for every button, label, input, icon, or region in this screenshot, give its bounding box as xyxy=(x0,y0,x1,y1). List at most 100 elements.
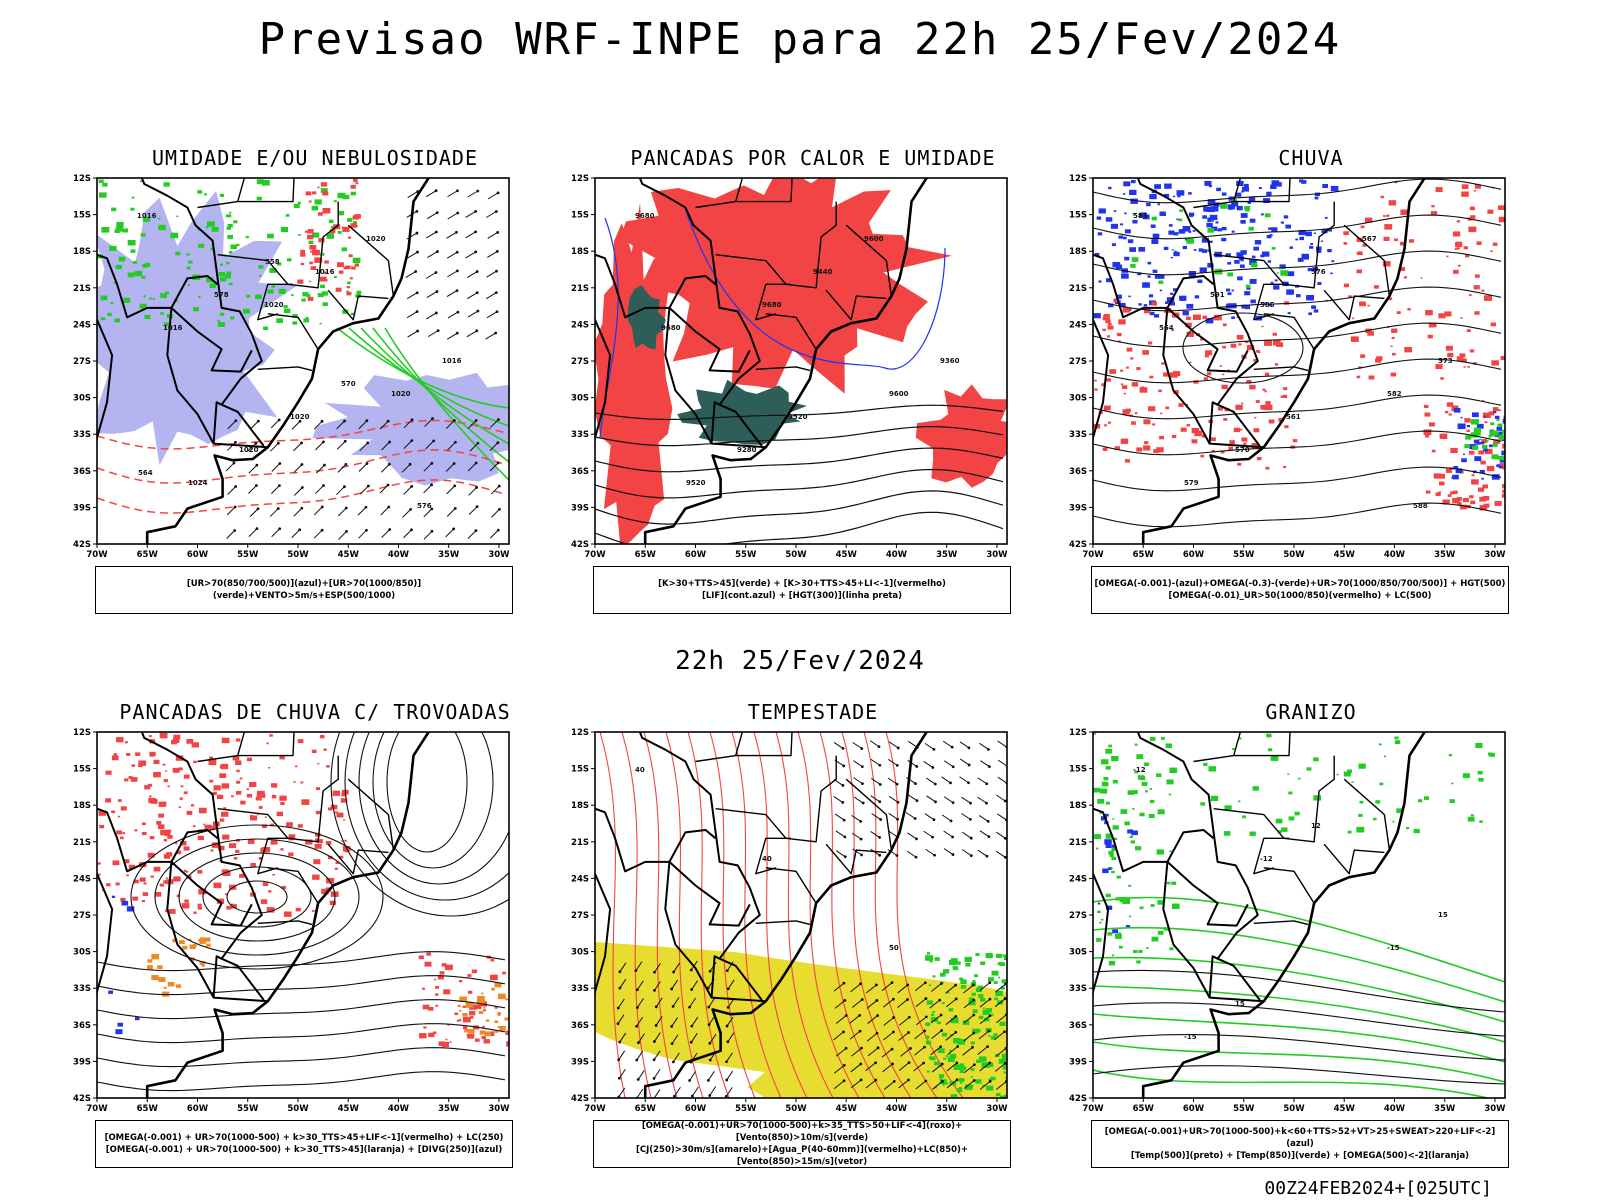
thickness-dashed-contour xyxy=(97,419,506,450)
state-border xyxy=(755,837,791,875)
legend-box: [OMEGA(-0.001)-(azul)+OMEGA(-0.3)-(verde… xyxy=(1091,566,1509,614)
map-plot: -12 -12 -15 -15 12 15 15 12S 15S 18S 21S 24S 27S 30S 3… xyxy=(1069,728,1506,1114)
coastline xyxy=(1141,732,1427,1098)
lat-label: 12S xyxy=(571,728,589,738)
country-border xyxy=(1166,307,1249,373)
country-border xyxy=(668,861,751,927)
water-red-contour xyxy=(819,732,886,1098)
rain-blue-area xyxy=(1093,179,1339,324)
temp850-green-contours xyxy=(1200,733,1495,836)
country-border xyxy=(1103,732,1261,1001)
main-title: Previsao WRF-INPE para 22h 25/Fev/2024 xyxy=(258,14,1342,65)
state-border xyxy=(1213,755,1335,843)
lat-label: 39S xyxy=(73,503,91,513)
contour-label: 1020 xyxy=(366,235,386,243)
lat-label: 15S xyxy=(73,765,91,775)
lat-label: 42S xyxy=(571,540,589,550)
streamline xyxy=(1093,502,1502,528)
country-border xyxy=(1208,955,1264,1003)
lon-label: 55W xyxy=(1233,1104,1255,1114)
panel-umidade: UMIDADE E/OU NEBULOSIDADE 1016 1020 1020 10… xyxy=(70,146,560,626)
state-border xyxy=(237,732,246,756)
lat-label: 33S xyxy=(571,984,589,994)
lat-label: 21S xyxy=(73,838,91,848)
streamline xyxy=(97,951,506,972)
state-border xyxy=(735,178,744,202)
lon-label: 35W xyxy=(1434,550,1456,560)
lon-label: 50W xyxy=(785,1104,807,1114)
legend-line: [OMEGA(-0.001) + UR>70(1000-500) + k>30_… xyxy=(105,1145,503,1155)
lat-label: 36S xyxy=(571,467,589,477)
contour-label: 40 xyxy=(635,766,645,774)
country-border xyxy=(1093,873,1110,1001)
lat-label: 24S xyxy=(73,874,91,884)
country-border xyxy=(1166,829,1215,863)
lat-label: 27S xyxy=(1069,357,1087,367)
map-layers: 1016 1020 1020 1024 1016 1016 1020 1020 1016 1020… xyxy=(97,178,509,544)
contour-label: 1016 xyxy=(315,268,335,276)
state-border xyxy=(327,843,389,875)
state-border xyxy=(197,178,295,209)
coastline xyxy=(643,178,929,544)
contour-label: 1016 xyxy=(137,212,157,220)
contour-label: 15 xyxy=(1235,1000,1245,1008)
map-layers xyxy=(97,732,509,1098)
state-border xyxy=(845,778,893,851)
country-border xyxy=(1093,319,1110,447)
contour-label: 9680 xyxy=(762,301,782,309)
lon-label: 60W xyxy=(1183,550,1205,560)
state-border xyxy=(695,178,793,209)
streamline xyxy=(1093,178,1502,204)
lon-label: 40W xyxy=(1384,550,1406,560)
water-red-contour xyxy=(687,732,730,1098)
panel-title: UMIDADE E/OU NEBULOSIDADE xyxy=(151,146,479,170)
lat-label: 24S xyxy=(1069,874,1087,884)
country-border xyxy=(107,732,265,1001)
lon-label: 35W xyxy=(438,550,460,560)
contour-label: 573 xyxy=(1438,357,1453,365)
state-border xyxy=(755,283,791,321)
state-border xyxy=(1193,178,1291,209)
temp500-contour xyxy=(1093,1002,1505,1037)
lat-label: 27S xyxy=(73,911,91,921)
lon-label: 30W xyxy=(986,1104,1008,1114)
lif-blue-contour xyxy=(684,207,946,370)
temp850-green-contours xyxy=(1093,956,1505,1023)
lon-label: 30W xyxy=(986,550,1008,560)
water-red-contour xyxy=(731,732,782,1098)
thickness-dashed-contour xyxy=(97,479,506,514)
lat-label: 27S xyxy=(1069,911,1087,921)
state-border xyxy=(755,366,811,372)
map-plot: 9680 9680 9600 9520 9440 9360 9280 9600 9680 9520… xyxy=(571,174,1008,560)
mid-title: 22h 25/Fev/2024 xyxy=(675,646,925,676)
lat-label: 36S xyxy=(73,1021,91,1031)
country-border xyxy=(710,401,766,449)
map-layers: 9680 9680 9600 9520 9440 9360 9280 9600 9680 9520 xyxy=(595,178,1007,544)
hgt300-contour xyxy=(595,426,1004,447)
state-border xyxy=(1343,224,1391,297)
state-border xyxy=(327,289,389,321)
lat-label: 36S xyxy=(1069,1021,1087,1031)
legend-box: [UR>70(850/700/500)](azul)+[UR>70(1000/8… xyxy=(95,566,513,614)
state-border xyxy=(217,755,339,843)
contour-label: -12 xyxy=(1260,855,1273,863)
panel-title: PANCADAS POR CALOR E UMIDADE xyxy=(630,146,996,170)
country-border xyxy=(1093,253,1168,319)
lon-label: 30W xyxy=(1484,1104,1506,1114)
lat-label: 42S xyxy=(571,1094,589,1104)
lat-label: 33S xyxy=(1069,984,1087,994)
map-layers: 585 585 582 579 576 573 570 567 564 561 588 591 xyxy=(1093,178,1505,544)
lat-label: 39S xyxy=(1069,503,1087,513)
contour-label: 585 xyxy=(1133,212,1148,220)
lat-label: 33S xyxy=(571,430,589,440)
thunder-orange-area xyxy=(457,982,509,1037)
footer-run-label: 00Z24FEB2024+[025UTC] xyxy=(1264,1178,1492,1199)
panel-pancadas-calor: PANCADAS POR CALOR E UMIDADE 9680 9680 960… xyxy=(568,146,1058,626)
lon-label: 70W xyxy=(86,550,108,560)
country-border xyxy=(595,873,612,1001)
legend-line: [K>30+TTS>45](verde) + [K>30+TTS>45+LI<-… xyxy=(658,579,946,589)
hgt300-contour xyxy=(595,490,1004,525)
country-border xyxy=(97,253,172,319)
coastline xyxy=(145,178,431,544)
water-red-contour xyxy=(709,732,756,1098)
